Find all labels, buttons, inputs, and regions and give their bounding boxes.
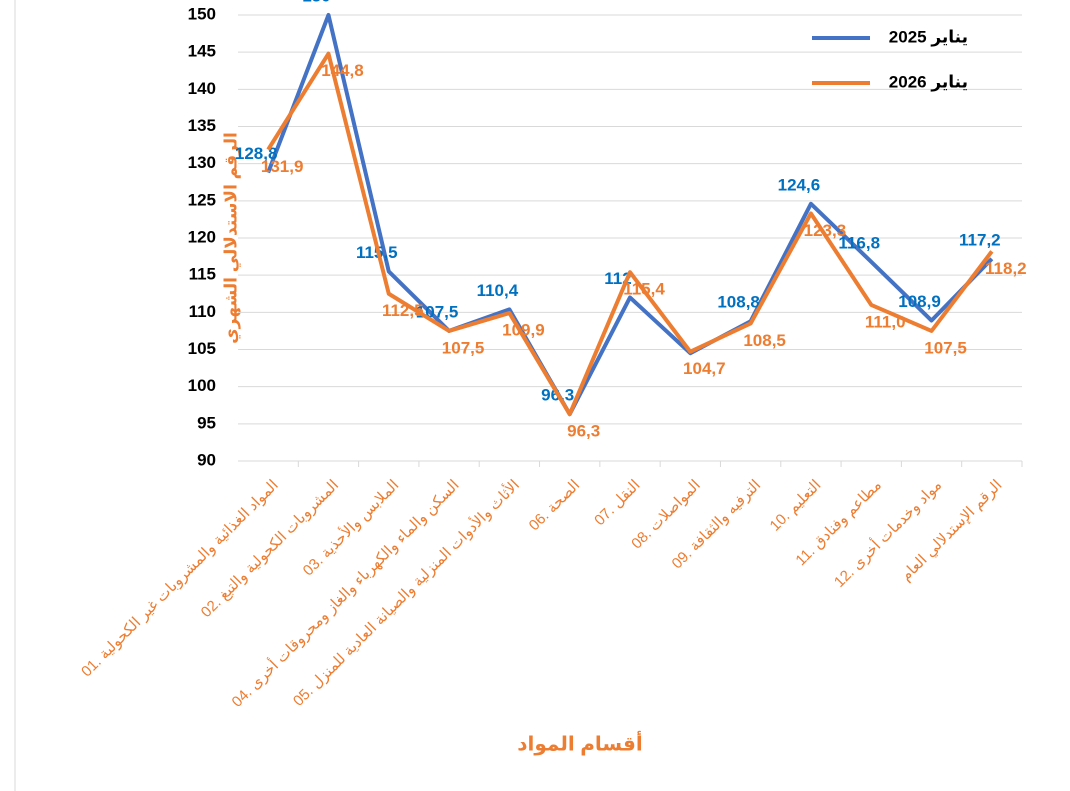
y-tick-label: 145 bbox=[188, 42, 216, 61]
y-tick-label: 140 bbox=[188, 79, 216, 98]
data-label: 110,4 bbox=[477, 281, 519, 300]
data-label: 112,5 bbox=[382, 301, 424, 320]
data-label: 109,9 bbox=[502, 321, 545, 340]
legend-label: يناير 2026 bbox=[889, 72, 968, 92]
x-tick-label: 07. النقل bbox=[591, 477, 644, 530]
y-tick-label: 125 bbox=[188, 190, 216, 209]
data-label: 118,2 bbox=[985, 259, 1027, 278]
x-axis-label: أقسام المواد bbox=[517, 729, 642, 755]
y-axis-label: الرقم الاستدلالي الشهري bbox=[221, 132, 241, 344]
data-label: 115,4 bbox=[623, 280, 665, 299]
data-label: 124,6 bbox=[778, 175, 821, 194]
y-tick-label: 95 bbox=[197, 413, 216, 432]
x-tick-label: 12. مواد وخدمات أخرى bbox=[830, 475, 946, 591]
y-tick-label: 105 bbox=[188, 339, 216, 358]
y-tick-label: 115 bbox=[189, 265, 216, 284]
data-label: 116,8 bbox=[838, 233, 880, 252]
data-label: 111,0 bbox=[865, 312, 906, 331]
y-tick-label: 130 bbox=[188, 153, 216, 172]
data-label: 117,2 bbox=[959, 230, 1001, 249]
data-label: 144,8 bbox=[321, 61, 364, 80]
data-label: 131,9 bbox=[261, 157, 304, 176]
data-label: 107,5 bbox=[924, 338, 967, 357]
y-tick-label: 120 bbox=[188, 227, 216, 246]
x-tick-label: 04. السكن والماء والكهرباء والغاز ومحروق… bbox=[227, 475, 463, 711]
series-line bbox=[266, 51, 994, 417]
y-tick-label: 90 bbox=[197, 450, 216, 469]
data-label: 104,7 bbox=[683, 359, 726, 378]
data-label: 108,5 bbox=[743, 331, 786, 350]
y-tick-label: 135 bbox=[188, 116, 216, 135]
data-label: 123,3 bbox=[804, 221, 847, 240]
y-tick-label: 100 bbox=[188, 376, 216, 395]
y-tick-label: 150 bbox=[188, 4, 216, 23]
legend-label: يناير 2025 bbox=[889, 27, 968, 47]
data-label: 96,3 bbox=[567, 422, 600, 441]
series-line bbox=[266, 13, 994, 417]
y-tick-label: 110 bbox=[189, 302, 216, 321]
x-tick-label: 06. الصحة bbox=[526, 477, 584, 535]
data-label: 108,8 bbox=[717, 293, 760, 312]
x-tick-label: 05. الأثاث والأدوات المنزلية والصيانة ال… bbox=[289, 475, 524, 710]
data-label: 150 bbox=[302, 0, 330, 5]
data-label: 108,9 bbox=[898, 292, 941, 311]
data-label: 128,8 bbox=[235, 144, 278, 163]
data-label: 107,5 bbox=[442, 338, 485, 357]
x-tick-label: الرقم الإستدلالي العام bbox=[898, 477, 1007, 586]
x-tick-label: 10. التعليم bbox=[767, 477, 825, 535]
